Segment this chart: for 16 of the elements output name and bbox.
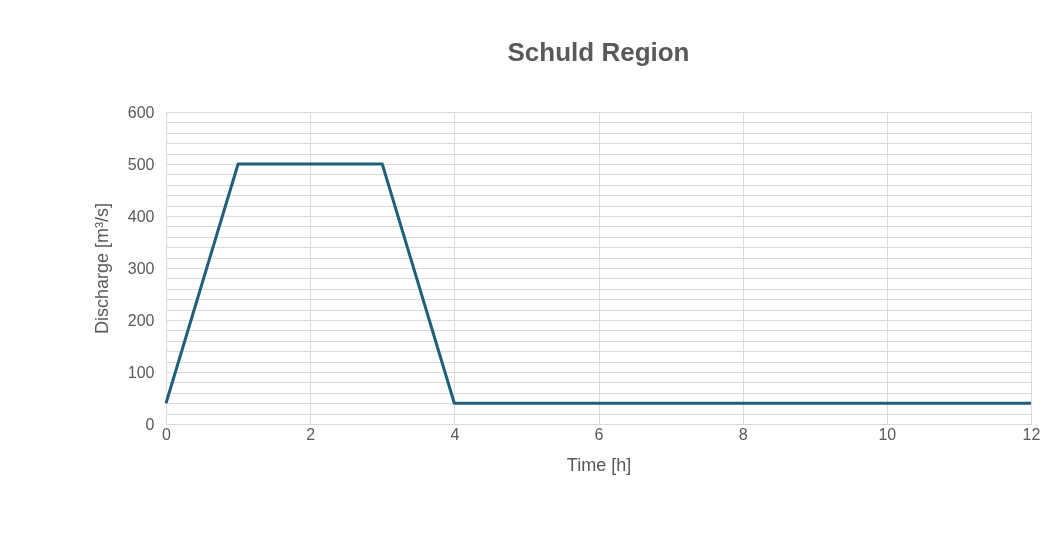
chart-title: Schuld Region — [507, 37, 690, 67]
x-tick-label: 6 — [594, 425, 604, 443]
y-tick-label: 400 — [127, 207, 155, 225]
x-tick-label: 12 — [1022, 425, 1041, 443]
x-tick-label: 4 — [450, 425, 460, 443]
x-tick-label: 8 — [738, 425, 748, 443]
y-tick-label: 100 — [127, 363, 155, 381]
x-tick-label: 10 — [878, 425, 897, 443]
y-tick-label: 200 — [127, 311, 155, 329]
y-tick-label: 500 — [127, 155, 155, 173]
x-tick-label: 0 — [162, 425, 172, 443]
x-tick-label: 2 — [306, 425, 316, 443]
y-tick-label: 300 — [127, 259, 155, 277]
x-axis-title: Time [h] — [566, 454, 632, 475]
y-axis-title: Discharge [m³/s] — [91, 202, 112, 335]
y-tick-label: 600 — [127, 103, 155, 121]
